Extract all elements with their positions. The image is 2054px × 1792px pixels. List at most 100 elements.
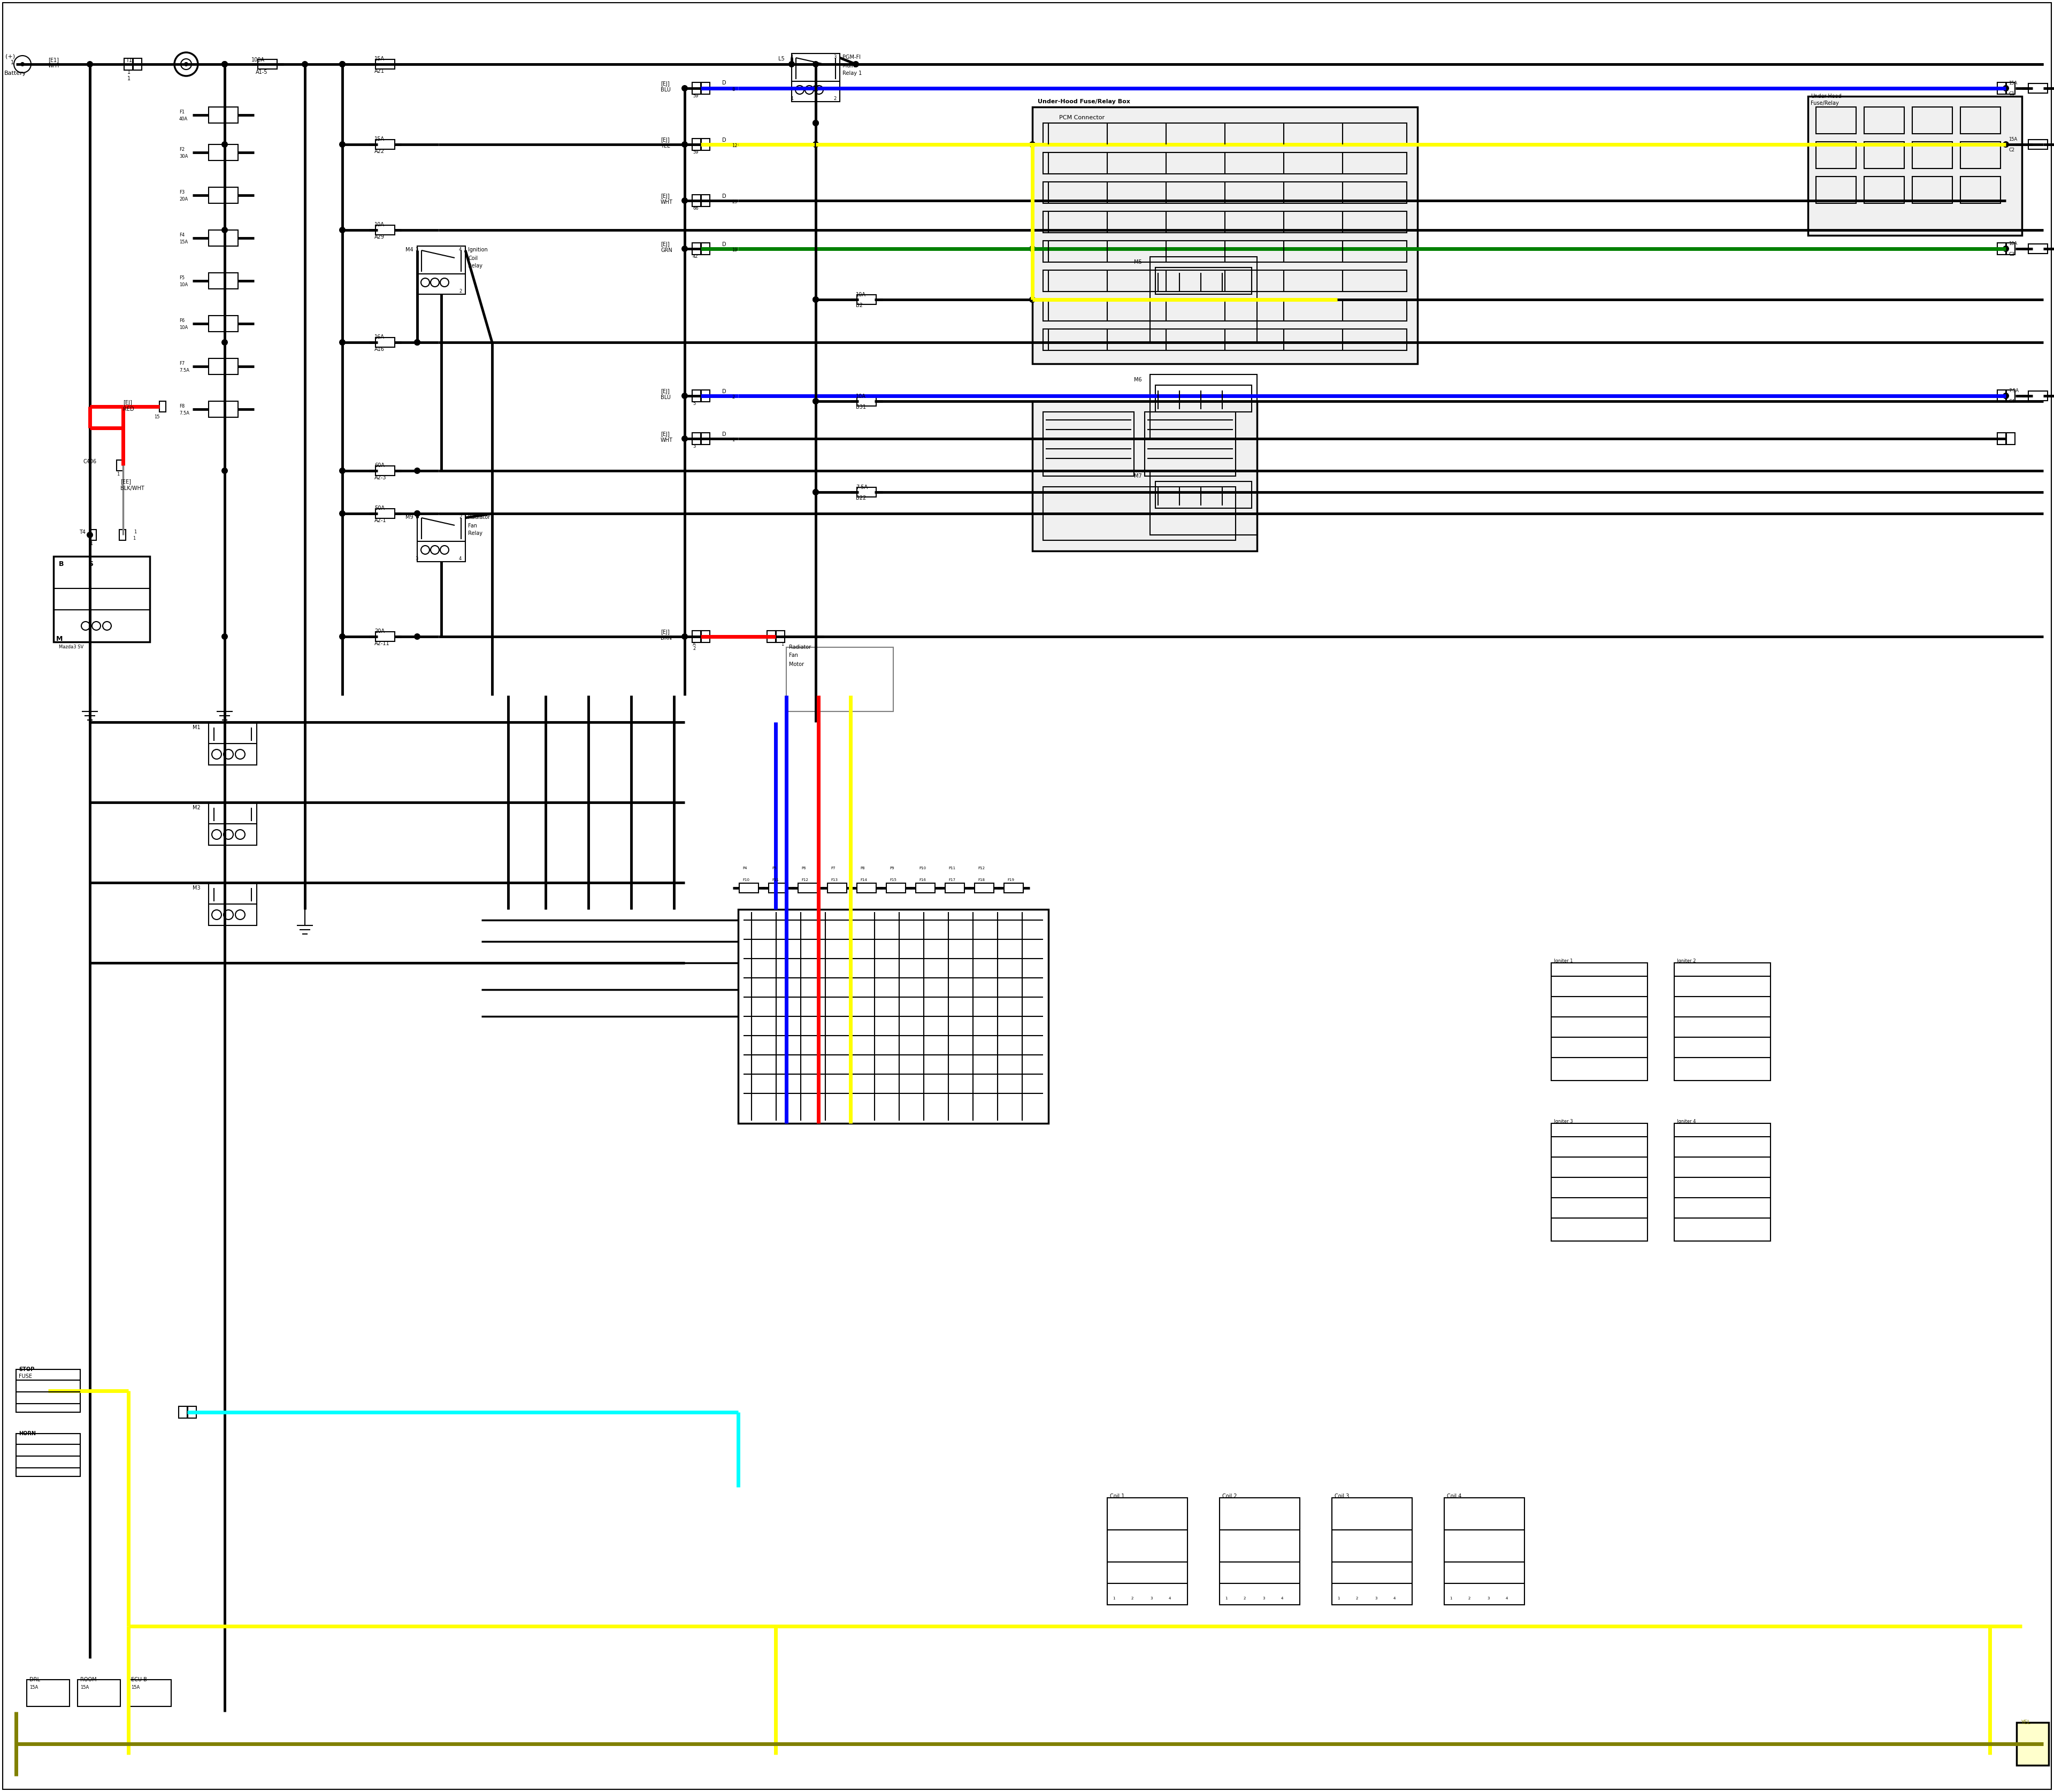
Bar <box>692 432 700 444</box>
Text: BLK/WHT: BLK/WHT <box>121 486 144 491</box>
Text: D: D <box>723 242 727 247</box>
Text: 2: 2 <box>1132 1597 1134 1600</box>
Bar <box>700 391 711 401</box>
Text: F8: F8 <box>179 403 185 409</box>
Text: [EJ]: [EJ] <box>661 138 670 143</box>
Text: Coil: Coil <box>468 256 479 262</box>
Text: F19: F19 <box>1006 878 1015 882</box>
Bar <box>2027 391 2048 401</box>
Text: 1: 1 <box>134 536 136 541</box>
Circle shape <box>222 142 228 147</box>
Text: C3: C3 <box>2009 253 2015 256</box>
Bar <box>1043 412 1134 477</box>
Text: F16: F16 <box>918 878 926 882</box>
Bar <box>117 461 123 471</box>
Bar <box>1960 177 2001 202</box>
Text: 2: 2 <box>458 289 462 294</box>
Text: Radiator: Radiator <box>789 645 811 650</box>
Bar <box>700 195 711 206</box>
Text: 29: 29 <box>731 199 737 204</box>
Text: FUSE: FUSE <box>18 1374 33 1380</box>
Text: M4: M4 <box>405 247 413 253</box>
Bar <box>53 556 150 642</box>
Text: T4: T4 <box>80 530 86 536</box>
Text: 4: 4 <box>1169 1597 1171 1600</box>
Bar <box>692 82 700 95</box>
Bar <box>1033 108 1417 364</box>
Bar <box>210 315 238 332</box>
Text: 1: 1 <box>10 59 14 65</box>
Circle shape <box>222 228 228 233</box>
Bar <box>119 530 125 539</box>
Bar <box>1220 1498 1300 1606</box>
Bar <box>210 803 257 846</box>
Text: 7.5A: 7.5A <box>2009 389 2019 392</box>
Text: 10A: 10A <box>2009 242 2017 246</box>
Text: Under-Hood: Under-Hood <box>1812 93 1842 99</box>
Circle shape <box>682 435 688 443</box>
Circle shape <box>86 61 92 68</box>
Circle shape <box>789 61 795 68</box>
Circle shape <box>339 339 345 346</box>
Text: 2: 2 <box>1469 1597 1471 1600</box>
Text: ROOM: ROOM <box>80 1677 97 1683</box>
Bar <box>1816 108 1857 134</box>
Bar <box>1043 181 1407 202</box>
Circle shape <box>682 84 688 91</box>
Text: B: B <box>60 561 64 568</box>
Text: F7: F7 <box>179 360 185 366</box>
Circle shape <box>813 61 820 68</box>
Text: BLU: BLU <box>661 394 672 400</box>
Text: M7: M7 <box>1134 473 1142 478</box>
Bar <box>945 883 965 892</box>
Text: C1: C1 <box>2009 91 2015 97</box>
Text: WHT: WHT <box>661 199 674 204</box>
Text: 2: 2 <box>731 394 735 400</box>
Text: 4: 4 <box>791 54 793 59</box>
Bar <box>776 631 785 643</box>
Text: 15A: 15A <box>2009 136 2017 142</box>
Bar <box>2007 391 2015 401</box>
Bar <box>210 108 238 124</box>
Circle shape <box>682 633 688 640</box>
Bar <box>376 59 394 70</box>
Circle shape <box>339 61 345 68</box>
Text: 3: 3 <box>415 247 417 253</box>
Text: Under-Hood Fuse/Relay Box: Under-Hood Fuse/Relay Box <box>1037 99 1130 104</box>
Text: [EJ]: [EJ] <box>661 629 670 634</box>
Bar <box>376 466 394 475</box>
Bar <box>1808 97 2021 235</box>
Bar <box>791 54 840 102</box>
Circle shape <box>339 61 345 68</box>
Bar <box>2027 244 2048 253</box>
Text: A16: A16 <box>374 346 384 351</box>
Text: 10A: 10A <box>857 292 867 297</box>
Bar <box>857 294 877 305</box>
Bar <box>210 229 238 246</box>
Bar <box>376 337 394 348</box>
Text: PCM Connector: PCM Connector <box>1060 115 1105 120</box>
Text: C406: C406 <box>82 459 97 464</box>
Bar <box>1004 883 1023 892</box>
Text: 3: 3 <box>1150 1597 1152 1600</box>
Circle shape <box>14 56 31 73</box>
Bar <box>1043 299 1407 321</box>
Text: Fuse/Relay: Fuse/Relay <box>1812 100 1838 106</box>
Text: D: D <box>723 81 727 86</box>
Bar <box>259 59 277 70</box>
Text: 20A: 20A <box>179 197 187 202</box>
Bar <box>857 883 877 892</box>
Text: 3: 3 <box>692 444 696 448</box>
Text: 12: 12 <box>731 143 737 149</box>
Bar <box>1912 108 1953 134</box>
Text: 7.5A: 7.5A <box>857 484 867 489</box>
Circle shape <box>1029 246 1035 253</box>
Bar <box>887 883 906 892</box>
Circle shape <box>339 468 345 473</box>
Circle shape <box>339 633 345 640</box>
Circle shape <box>415 468 421 473</box>
Bar <box>16 1369 80 1412</box>
Text: [EJ]: [EJ] <box>661 81 670 86</box>
Bar <box>2007 244 2015 254</box>
Bar <box>974 883 994 892</box>
